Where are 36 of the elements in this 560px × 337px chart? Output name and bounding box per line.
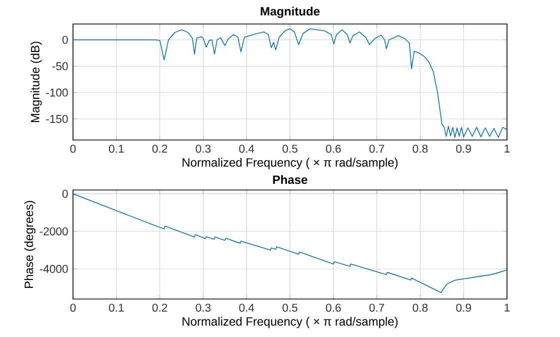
x-tick-label: 0.2 (152, 304, 168, 312)
x-tick-label: 1 (504, 304, 510, 312)
x-tick-label: 0.7 (369, 304, 384, 312)
x-tick-label: 1 (504, 144, 510, 153)
x-tick-label: 0.6 (326, 144, 341, 153)
x-tick-label: 0 (70, 304, 76, 312)
y-tick-label: 0 (62, 190, 68, 198)
x-tick-label: 0.8 (412, 304, 428, 312)
chart-title: Phase (273, 175, 308, 184)
y-tick-label: -2000 (40, 227, 68, 236)
x-tick-label: 0.5 (282, 144, 298, 153)
x-tick-label: 0.9 (456, 304, 471, 312)
x-tick-label: 0 (70, 144, 76, 153)
y-tick-label: 0 (62, 36, 68, 44)
x-tick-label: 0.5 (282, 304, 298, 312)
x-tick-label: 0.2 (152, 144, 168, 153)
x-tick-label: 0.3 (196, 304, 211, 312)
x-tick-label: 0.4 (239, 304, 254, 312)
y-axis-title: Magnitude (dB) (30, 42, 42, 122)
y-tick-label: -150 (46, 114, 68, 123)
x-tick-label: 0.9 (456, 144, 471, 153)
x-tick-label: 0.7 (369, 144, 384, 153)
y-axis-title: Phase (degrees) (24, 200, 36, 288)
x-tick-label: 0.4 (239, 144, 254, 153)
chart-title: Magnitude (260, 6, 320, 18)
x-tick-label: 0.6 (326, 304, 341, 312)
x-tick-label: 0.1 (108, 144, 124, 153)
y-tick-label: -100 (46, 88, 68, 97)
x-tick-label: 0.3 (196, 144, 211, 153)
y-tick-label: -4000 (40, 264, 68, 273)
line-series (73, 193, 507, 294)
x-tick-label: 0.1 (108, 304, 124, 312)
x-tick-label: 0.8 (412, 144, 428, 153)
x-axis-title: Normalized Frequency ( × π rad/sample) (182, 158, 398, 170)
y-tick-label: -50 (52, 62, 68, 70)
x-axis-title: Normalized Frequency ( × π rad/sample) (182, 316, 398, 328)
